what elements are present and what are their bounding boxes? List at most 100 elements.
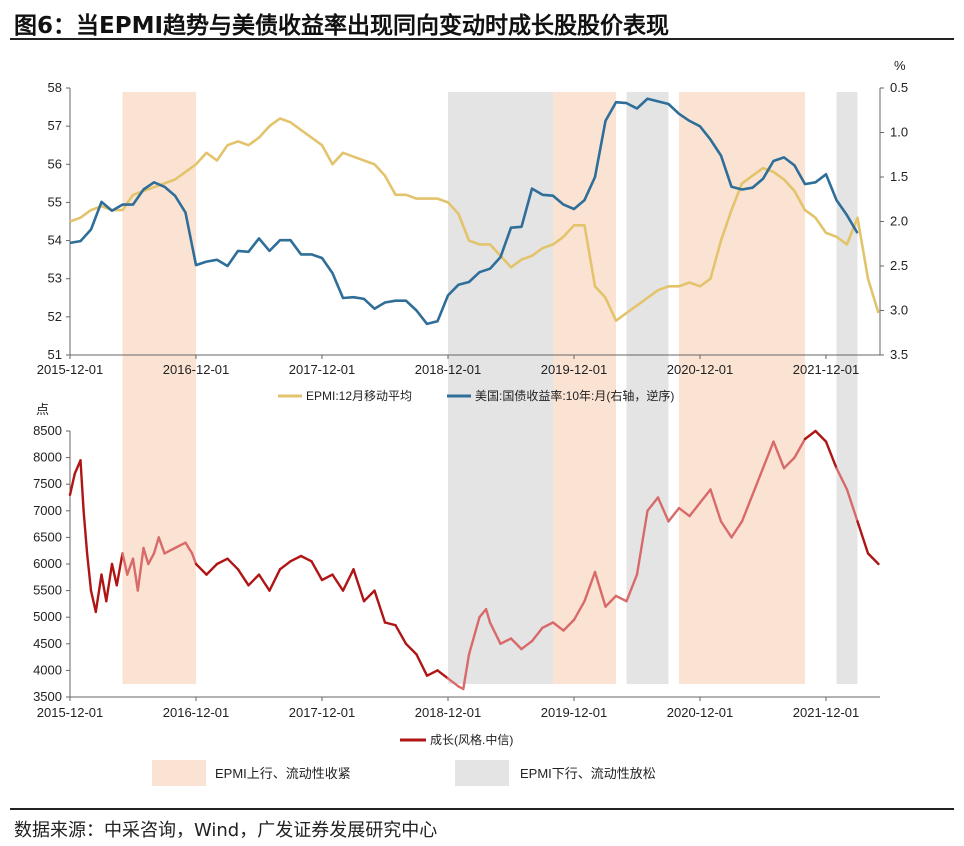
top-right-tick-label: 2.0: [890, 214, 908, 229]
growth-segment: [730, 520, 744, 539]
growth-segment: [131, 557, 140, 592]
bottom-left-tick-label: 8500: [33, 423, 62, 438]
top-x-tick-label: 2017-12-01: [289, 362, 356, 377]
growth-segment: [205, 562, 219, 576]
top-left-tick-label: 58: [48, 80, 62, 95]
growth-segment: [226, 557, 240, 571]
bottom-x-tick-label: 2015-12-01: [37, 705, 104, 720]
top-right-tick-label: 3.0: [890, 303, 908, 318]
bottom-chart-axes: 3500 4000 4500 5000 5500 6000 6500 7000 7500 8000…: [33, 402, 880, 720]
legends: EPMI:12月移动平均 美国:国债收益率:10年:月(右轴，逆序) 成长(风格.中…: [152, 388, 674, 786]
growth-segment: [484, 608, 492, 624]
top-left-tick-label: 55: [48, 194, 62, 209]
bottom-left-tick-label: 6000: [33, 556, 62, 571]
bottom-x-tick-label: 2021-12-01: [793, 705, 860, 720]
growth-segment: [215, 557, 229, 566]
growth-segment: [94, 573, 103, 614]
shaded-band-down-1: [448, 92, 553, 684]
growth-segment: [383, 621, 397, 627]
yield-legend-label: 美国:国债收益率:10年:月(右轴，逆序): [475, 388, 674, 403]
top-left-tick-label: 52: [48, 309, 62, 324]
bottom-x-tick-label: 2019-12-01: [541, 705, 608, 720]
growth-segment: [425, 669, 439, 677]
bottom-x-tick-label: 2017-12-01: [289, 705, 356, 720]
bottom-left-tick-label: 3500: [33, 689, 62, 704]
growth-segment: [85, 552, 93, 592]
up-band-legend-swatch: [152, 760, 206, 786]
growth-segment: [520, 639, 534, 651]
growth-segment: [677, 506, 691, 518]
growth-segment: [147, 552, 156, 566]
bottom-left-tick-label: 5000: [33, 609, 62, 624]
growth-segment: [478, 608, 488, 619]
growth-segment: [247, 573, 261, 587]
yield-line: [69, 97, 859, 326]
source-note: 数据来源：中采咨询，Wind，广发证券发展研究中心: [14, 820, 438, 841]
chart-canvas: 51 52 53 54 55 56 57 58 0.5 1.0 1.5 2.0 2.5 3.0 3.5% 20…: [33, 58, 908, 786]
growth-segment: [467, 616, 481, 656]
growth-segment: [136, 546, 145, 592]
growth-segment: [82, 509, 89, 555]
top-left-tick-label: 57: [48, 118, 62, 133]
bottom-x-tick-label: 2020-12-01: [667, 705, 734, 720]
growth-segment: [126, 557, 135, 576]
growth-segment: [604, 594, 618, 608]
top-right-tick-label: 2.5: [890, 258, 908, 273]
bottom-chart-lines: [68, 429, 880, 691]
epmi-line: [69, 117, 880, 322]
growth-segment: [530, 626, 544, 643]
growth-segment: [89, 589, 98, 614]
growth-segment: [856, 520, 870, 555]
growth-segment: [299, 554, 313, 563]
growth-segment: [163, 546, 177, 555]
top-x-tick-label: 2020-12-01: [667, 362, 734, 377]
growth-segment: [194, 562, 208, 576]
growth-segment: [772, 440, 786, 470]
bottom-x-tick-label: 2016-12-01: [163, 705, 230, 720]
growth-segment: [115, 552, 124, 587]
figure-title: 图6：当EPMI趋势与美债收益率出现同向变动时成长股股价表现: [14, 13, 670, 39]
shaded-band-up-2: [553, 92, 616, 684]
growth-segment: [257, 573, 271, 592]
top-left-tick-label: 53: [48, 271, 62, 286]
growth-segment: [751, 467, 765, 496]
growth-segment: [173, 541, 187, 550]
growth-segment: [79, 459, 85, 512]
growth-segment: [152, 536, 161, 555]
growth-segment: [635, 509, 649, 576]
growth-segment: [362, 589, 376, 603]
growth-segment: [289, 554, 303, 563]
growth-segment: [352, 568, 366, 603]
top-left-tick-label: 56: [48, 156, 62, 171]
growth-segment: [373, 589, 387, 624]
top-chart-axes: 51 52 53 54 55 56 57 58 0.5 1.0 1.5 2.0 2.5 3.0 3.5% 20…: [37, 58, 908, 377]
growth-segment: [100, 573, 108, 603]
down-band-legend-swatch: [455, 760, 509, 786]
growth-segment: [835, 467, 849, 491]
growth-segment: [190, 552, 198, 566]
growth-segment: [709, 488, 723, 523]
growth-segment: [688, 501, 702, 518]
shaded-band-up-0: [122, 92, 196, 684]
growth-segment: [404, 642, 418, 656]
growth-segment: [572, 600, 586, 622]
growth-segment: [845, 488, 859, 523]
bottom-rule: [10, 808, 954, 810]
top-x-tick-label: 2016-12-01: [163, 362, 230, 377]
growth-segment: [341, 568, 355, 592]
growth-segment: [625, 573, 639, 603]
growth-segment: [509, 637, 523, 651]
top-right-tick-label: 1.5: [890, 169, 908, 184]
top-right-unit: %: [894, 58, 906, 73]
top-x-tick-label: 2015-12-01: [37, 362, 104, 377]
growth-segment: [824, 440, 838, 470]
growth-segment: [394, 624, 408, 645]
epmi-legend-label: EPMI:12月移动平均: [306, 389, 412, 403]
growth-segment: [278, 560, 292, 571]
growth-segment: [667, 506, 681, 523]
bottom-left-tick-label: 6500: [33, 529, 62, 544]
growth-segment: [614, 594, 628, 603]
up-band-legend-label: EPMI上行、流动性收紧: [215, 766, 351, 781]
top-left-tick-label: 51: [48, 347, 62, 362]
growth-segment: [310, 560, 324, 582]
